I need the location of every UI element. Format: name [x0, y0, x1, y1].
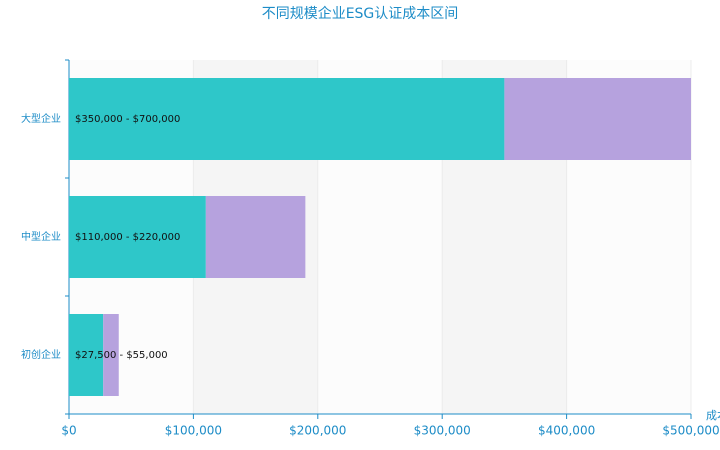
bar-segment — [69, 196, 206, 278]
y-tick-label: 大型企业 — [21, 112, 61, 125]
bar-annotation: $27,500 - $55,000 — [75, 350, 168, 361]
bar-segment — [69, 314, 104, 396]
x-axis-label: 成本 — [706, 408, 720, 422]
bar-segment — [205, 196, 306, 278]
y-tick-label: 初创企业 — [21, 348, 61, 361]
x-tick-label: $100,000 — [165, 424, 222, 438]
x-tick-label: $0 — [61, 424, 76, 438]
bar-segment — [103, 314, 119, 396]
bar-segment — [504, 78, 691, 160]
x-tick-label: $500,000 — [662, 424, 719, 438]
x-tick-label: $300,000 — [414, 424, 471, 438]
y-tick-label: 中型企业 — [21, 230, 61, 243]
x-tick-label: $400,000 — [538, 424, 595, 438]
bar-annotation: $110,000 - $220,000 — [75, 232, 180, 243]
x-tick-label: $200,000 — [289, 424, 346, 438]
bar-segment — [69, 78, 505, 160]
chart-title: 不同规模企业ESG认证成本区间 — [262, 5, 459, 22]
bar-annotation: $350,000 - $700,000 — [75, 114, 180, 125]
